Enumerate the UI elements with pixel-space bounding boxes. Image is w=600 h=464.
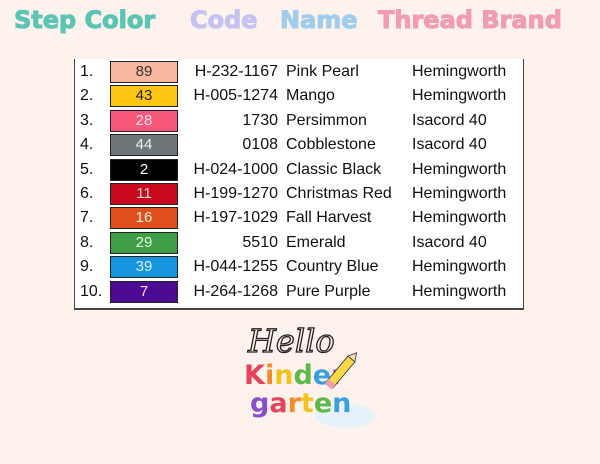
color-swatch: 7 <box>110 280 178 303</box>
table-row: 7. 16 H-197-1029 Fall Harvest Hemingwort… <box>75 206 523 230</box>
step-number: 5. <box>80 160 94 178</box>
thread-name: Pink Pearl <box>286 63 359 80</box>
color-swatch: 11 <box>110 183 178 205</box>
step-number: 1. <box>80 63 94 80</box>
thread-code: H-005-1274 <box>193 87 279 105</box>
thread-code: H-264-1268 <box>193 282 279 300</box>
thread-name: Classic Black <box>286 160 382 178</box>
color-swatch: 89 <box>110 61 178 83</box>
color-swatch: 2 <box>110 158 178 181</box>
logo-garten: garten <box>250 388 351 419</box>
thread-code: H-232-1167 <box>194 63 278 80</box>
table-row: 5. 2 H-024-1000 Classic Black Hemingwort… <box>75 158 523 182</box>
color-swatch: 29 <box>110 231 178 254</box>
thread-brand: Hemingworth <box>412 282 507 300</box>
logo-hello: Hello <box>247 322 335 360</box>
thread-brand: Isacord 40 <box>412 111 487 129</box>
header-name: Name <box>280 6 359 35</box>
thread-name: Cobblestone <box>286 136 376 154</box>
color-swatch: 16 <box>110 207 178 230</box>
thread-brand: Hemingworth <box>412 209 507 227</box>
table-row: 2. 43 H-005-1274 Mango Hemingworth <box>75 84 523 108</box>
header-thread-brand: Thread Brand <box>378 6 563 35</box>
table-row: 3. 28 1730 Persimmon Isacord 40 <box>75 109 523 133</box>
step-number: 10. <box>80 282 103 300</box>
thread-name: Emerald <box>286 233 346 251</box>
thread-brand: Hemingworth <box>412 87 507 105</box>
column-headers: Step Color Code Name Thread Brand <box>0 6 600 42</box>
thread-color-table: 1. 89 H-232-1167 Pink Pearl Hemingworth 2… <box>74 59 524 310</box>
thread-brand: Hemingworth <box>412 63 507 80</box>
thread-name: Persimmon <box>286 111 367 129</box>
table-row: 1. 89 H-232-1167 Pink Pearl Hemingworth <box>75 60 523 84</box>
thread-brand: Hemingworth <box>412 185 507 202</box>
thread-code: 1730 <box>242 111 278 129</box>
color-swatch: 43 <box>110 85 178 108</box>
thread-code: H-197-1029 <box>193 209 279 227</box>
table-row: 4. 44 0108 Cobblestone Isacord 40 <box>75 133 523 157</box>
table-row: 6. 11 H-199-1270 Christmas Red Hemingwor… <box>75 182 523 206</box>
thread-code: 5510 <box>242 233 278 251</box>
thread-brand: Isacord 40 <box>412 136 487 154</box>
color-swatch: 44 <box>110 134 178 157</box>
step-number: 3. <box>80 111 94 129</box>
header-step-color: Step Color <box>13 6 156 35</box>
step-number: 8. <box>80 233 94 251</box>
color-swatch: 28 <box>110 109 178 132</box>
thread-code: H-199-1270 <box>193 185 279 202</box>
thread-code: H-044-1255 <box>193 258 279 276</box>
step-number: 4. <box>80 136 94 154</box>
table-row: 9. 39 H-044-1255 Country Blue Hemingwort… <box>75 255 523 279</box>
thread-brand: Isacord 40 <box>412 233 487 251</box>
step-number: 2. <box>80 87 94 105</box>
step-number: 6. <box>80 185 94 202</box>
color-swatch: 39 <box>110 256 178 279</box>
table-row: 8. 29 5510 Emerald Isacord 40 <box>75 231 523 255</box>
table-row: 10. 7 H-264-1268 Pure Purple Hemingworth <box>75 280 523 304</box>
header-code: Code <box>190 6 259 35</box>
thread-name: Mango <box>286 87 335 105</box>
thread-brand: Hemingworth <box>412 160 507 178</box>
thread-code: 0108 <box>242 136 278 154</box>
step-number: 7. <box>80 209 94 227</box>
step-number: 9. <box>80 258 94 276</box>
thread-brand: Hemingworth <box>412 258 507 276</box>
thread-name: Fall Harvest <box>286 209 372 227</box>
thread-name: Christmas Red <box>286 185 392 202</box>
thread-name: Pure Purple <box>286 282 371 300</box>
thread-code: H-024-1000 <box>193 160 279 178</box>
thread-name: Country Blue <box>286 258 379 276</box>
hello-kindergarten-logo: Hello Kindergarten <box>244 321 375 428</box>
pencil-icon <box>324 352 358 390</box>
